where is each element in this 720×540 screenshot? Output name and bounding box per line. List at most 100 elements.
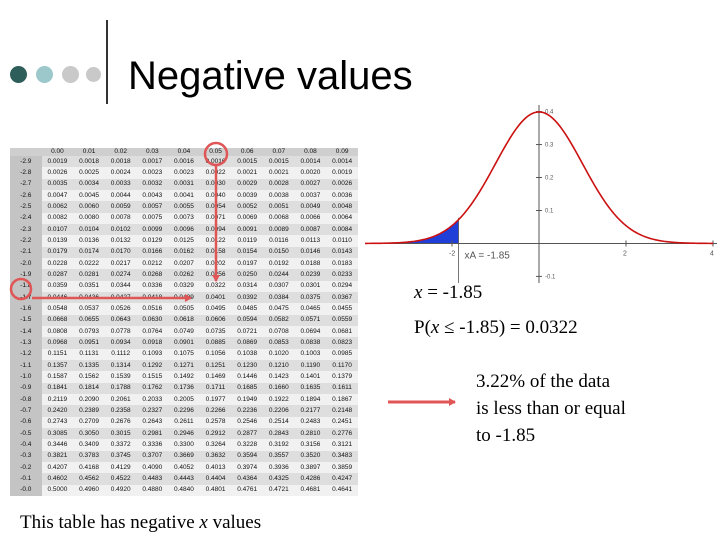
probability-cell: 0.1736 bbox=[168, 382, 200, 394]
probability-cell: 0.2236 bbox=[231, 405, 263, 417]
probability-cell: 0.3821 bbox=[41, 450, 74, 462]
probability-cell: 0.0043 bbox=[136, 190, 169, 202]
probability-cell: 0.2877 bbox=[231, 427, 263, 440]
z-score-cell: -2.0 bbox=[10, 258, 42, 270]
table-row: -2.1 0.0179 0.0174 0.0170 0.0166 0.0162 0.0158… bbox=[10, 246, 358, 259]
probability-cell: 0.0087 bbox=[294, 224, 327, 236]
probability-cell: 0.1314 bbox=[104, 360, 137, 372]
probability-cell: 0.0016 bbox=[199, 156, 232, 168]
probability-cell: 0.0045 bbox=[73, 190, 105, 202]
probability-cell: 0.0030 bbox=[199, 178, 232, 191]
x-value-text: x = -1.85 bbox=[414, 282, 483, 303]
probability-cell: 0.0559 bbox=[326, 314, 358, 327]
z-score-cell: -2.5 bbox=[10, 201, 42, 213]
probability-cell: 0.1977 bbox=[199, 393, 232, 406]
probability-cell: 0.0166 bbox=[136, 246, 169, 259]
y-tick-label: 0.1 bbox=[545, 208, 554, 214]
probability-cell: 0.0119 bbox=[231, 235, 263, 247]
table-row: -0.6 0.2743 0.2709 0.2676 0.2643 0.2611 0.2578… bbox=[10, 416, 358, 428]
probability-cell: 0.1635 bbox=[294, 382, 327, 394]
probability-cell: 0.2514 bbox=[263, 416, 295, 428]
z-score-cell: -1.1 bbox=[10, 360, 42, 372]
probability-cell: 0.0808 bbox=[41, 326, 74, 338]
probability-cell: 0.0262 bbox=[168, 269, 200, 281]
probability-cell: 0.0047 bbox=[41, 190, 74, 202]
z-score-cell: -2.4 bbox=[10, 212, 42, 225]
probability-cell: 0.0681 bbox=[326, 326, 358, 338]
probability-cell: 0.3936 bbox=[263, 461, 295, 474]
table-row: -1.8 0.0359 0.0351 0.0344 0.0336 0.0329 0.0322… bbox=[10, 280, 358, 293]
probability-cell: 0.0314 bbox=[231, 280, 263, 293]
probability-cell: 0.2743 bbox=[41, 416, 74, 428]
probability-cell: 0.0084 bbox=[326, 224, 358, 236]
probability-cell: 0.1814 bbox=[73, 382, 105, 394]
probability-cell: 0.0082 bbox=[41, 212, 74, 225]
table-row: -0.8 0.2119 0.2090 0.2061 0.2033 0.2005 0.1977… bbox=[10, 393, 358, 406]
probability-cell: 0.3156 bbox=[294, 439, 327, 451]
probability-cell: 0.0150 bbox=[263, 246, 295, 259]
z-score-cell: -1.2 bbox=[10, 348, 42, 360]
probability-cell: 0.0367 bbox=[326, 292, 358, 304]
probability-cell: 0.0049 bbox=[294, 201, 327, 213]
probability-cell: 0.0052 bbox=[231, 201, 263, 213]
probability-cell: 0.0054 bbox=[199, 201, 232, 213]
probability-cell: 0.1170 bbox=[326, 360, 358, 372]
probability-cell: 0.3557 bbox=[263, 450, 295, 462]
z-score-cell: -0.4 bbox=[10, 439, 42, 451]
probability-cell: 0.0721 bbox=[231, 326, 263, 338]
z-score-cell: -1.5 bbox=[10, 314, 42, 327]
probability-cell: 0.0034 bbox=[73, 178, 105, 191]
probability-cell: 0.0250 bbox=[231, 269, 263, 281]
probability-cell: 0.4562 bbox=[73, 473, 105, 485]
z-score-cell: -1.4 bbox=[10, 326, 42, 338]
probability-cell: 0.0129 bbox=[136, 235, 169, 247]
probability-cell: 0.0113 bbox=[294, 235, 327, 247]
table-row: -2.8 0.0026 0.0025 0.0024 0.0023 0.0023 0.0022… bbox=[10, 167, 358, 179]
probability-cell: 0.0495 bbox=[199, 303, 232, 315]
table-row: -0.0 0.5000 0.4960 0.4920 0.4880 0.4840 0.4801… bbox=[10, 484, 358, 496]
probability-cell: 0.1492 bbox=[168, 371, 200, 383]
probability-cell: 0.1230 bbox=[231, 360, 263, 372]
probability-cell: 0.0091 bbox=[231, 224, 263, 236]
probability-cell: 0.0526 bbox=[104, 303, 137, 315]
z-score-cell: -2.8 bbox=[10, 167, 42, 179]
probability-cell: 0.4364 bbox=[231, 473, 263, 485]
z-table-column-header: 0.09 bbox=[326, 148, 358, 157]
probability-cell: 0.0125 bbox=[168, 235, 200, 247]
probability-cell: 0.0401 bbox=[199, 292, 232, 304]
probability-cell: 0.3859 bbox=[326, 461, 358, 474]
probability-cell: 0.0287 bbox=[41, 269, 74, 281]
title-divider bbox=[106, 20, 108, 104]
probability-cell: 0.3783 bbox=[73, 450, 105, 462]
probability-cell: 0.0075 bbox=[136, 212, 169, 225]
table-row: -1.2 0.1151 0.1131 0.1112 0.1093 0.1075 0.1056… bbox=[10, 348, 358, 360]
probability-cell: 0.3192 bbox=[263, 439, 295, 451]
table-row: -2.3 0.0107 0.0104 0.0102 0.0099 0.0096 0.0094… bbox=[10, 224, 358, 236]
probability-cell: 0.1038 bbox=[231, 348, 263, 360]
probability-cell: 0.4840 bbox=[168, 484, 200, 496]
probability-cell: 0.0016 bbox=[168, 156, 200, 168]
probability-cell: 0.2776 bbox=[326, 427, 358, 440]
probability-cell: 0.0392 bbox=[231, 292, 263, 304]
probability-cell: 0.0301 bbox=[294, 280, 327, 293]
probability-cell: 0.0089 bbox=[263, 224, 295, 236]
probability-cell: 0.0274 bbox=[104, 269, 137, 281]
probability-cell: 0.0060 bbox=[73, 201, 105, 213]
probability-cell: 0.4681 bbox=[294, 484, 327, 496]
probability-cell: 0.1112 bbox=[104, 348, 137, 360]
probability-cell: 0.4090 bbox=[136, 461, 169, 474]
probability-cell: 0.0951 bbox=[73, 337, 105, 349]
probability-cell: 0.0197 bbox=[231, 258, 263, 270]
probability-cell: 0.0375 bbox=[294, 292, 327, 304]
gray-dot bbox=[62, 66, 79, 83]
probability-cell: 0.0192 bbox=[263, 258, 295, 270]
probability-cell: 0.1190 bbox=[294, 360, 327, 372]
probability-cell: 0.4721 bbox=[263, 484, 295, 496]
probability-cell: 0.0044 bbox=[104, 190, 137, 202]
y-tick-label: 0.4 bbox=[545, 110, 554, 116]
z-table-column-header: 0.02 bbox=[104, 148, 137, 157]
probability-cell: 0.0838 bbox=[294, 337, 327, 349]
probability-cell: 0.0885 bbox=[199, 337, 232, 349]
probability-cell: 0.4325 bbox=[263, 473, 295, 485]
probability-cell: 0.0351 bbox=[73, 280, 105, 293]
